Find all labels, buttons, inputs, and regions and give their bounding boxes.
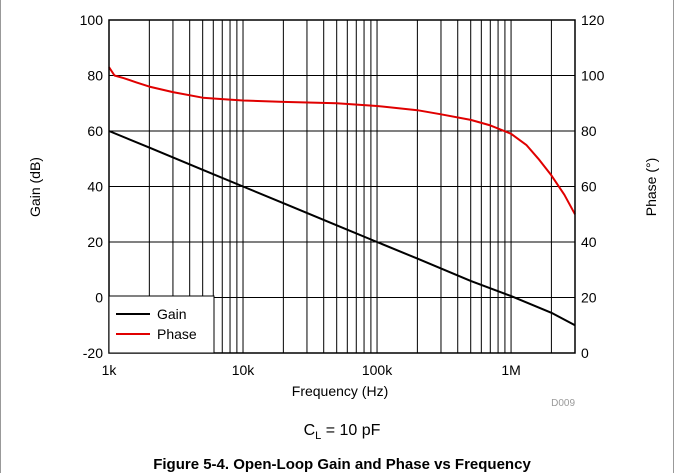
x-tick-label: 10k — [232, 362, 256, 378]
condition-c: C — [303, 422, 316, 439]
tick-labels: 1k 10k 100k 1M 100 80 60 40 20 0 -20 120 100 80 60 40 20… — [80, 12, 605, 378]
grid — [109, 20, 575, 353]
x-axis-label: Frequency (Hz) — [292, 383, 388, 399]
load-condition: CL = 10 pF — [0, 422, 674, 442]
condition-sub: L — [315, 430, 322, 443]
y-right-tick-label: 40 — [581, 234, 597, 250]
y-left-tick-label: 0 — [95, 290, 103, 306]
y-left-tick-label: 100 — [80, 12, 104, 28]
y-axis-right-label: Phase (°) — [643, 158, 659, 217]
open-loop-chart: 1k 10k 100k 1M 100 80 60 40 20 0 -20 120 100 80 60 40 20… — [27, 12, 659, 409]
legend-phase-label: Phase — [157, 326, 197, 342]
y-right-tick-label: 0 — [581, 345, 589, 361]
y-left-tick-label: 80 — [87, 68, 103, 84]
legend: Gain Phase — [108, 295, 215, 354]
y-left-tick-label: 60 — [87, 123, 103, 139]
y-left-tick-label: 20 — [87, 234, 103, 250]
series-layer — [108, 66, 576, 327]
watermark: D009 — [551, 398, 575, 409]
plot-border — [108, 19, 576, 354]
y-right-tick-label: 80 — [581, 123, 597, 139]
condition-value: = 10 pF — [321, 422, 381, 439]
y-left-tick-label: -20 — [83, 345, 103, 361]
y-right-tick-label: 20 — [581, 290, 597, 306]
y-right-tick-label: 120 — [581, 12, 605, 28]
left-border — [0, 0, 1, 473]
legend-gain-label: Gain — [157, 306, 187, 322]
x-tick-label: 1M — [501, 362, 520, 378]
y-right-tick-label: 100 — [581, 68, 605, 84]
series-gain-line — [108, 130, 576, 327]
y-axis-left-label: Gain (dB) — [27, 157, 43, 217]
y-right-tick-label: 60 — [581, 179, 597, 195]
figure-caption: Figure 5-4. Open-Loop Gain and Phase vs … — [153, 456, 531, 473]
legend-box — [108, 295, 215, 354]
x-tick-label: 1k — [102, 362, 118, 378]
y-left-tick-label: 40 — [87, 179, 103, 195]
series-phase-line — [108, 66, 576, 215]
x-tick-label: 100k — [362, 362, 393, 378]
